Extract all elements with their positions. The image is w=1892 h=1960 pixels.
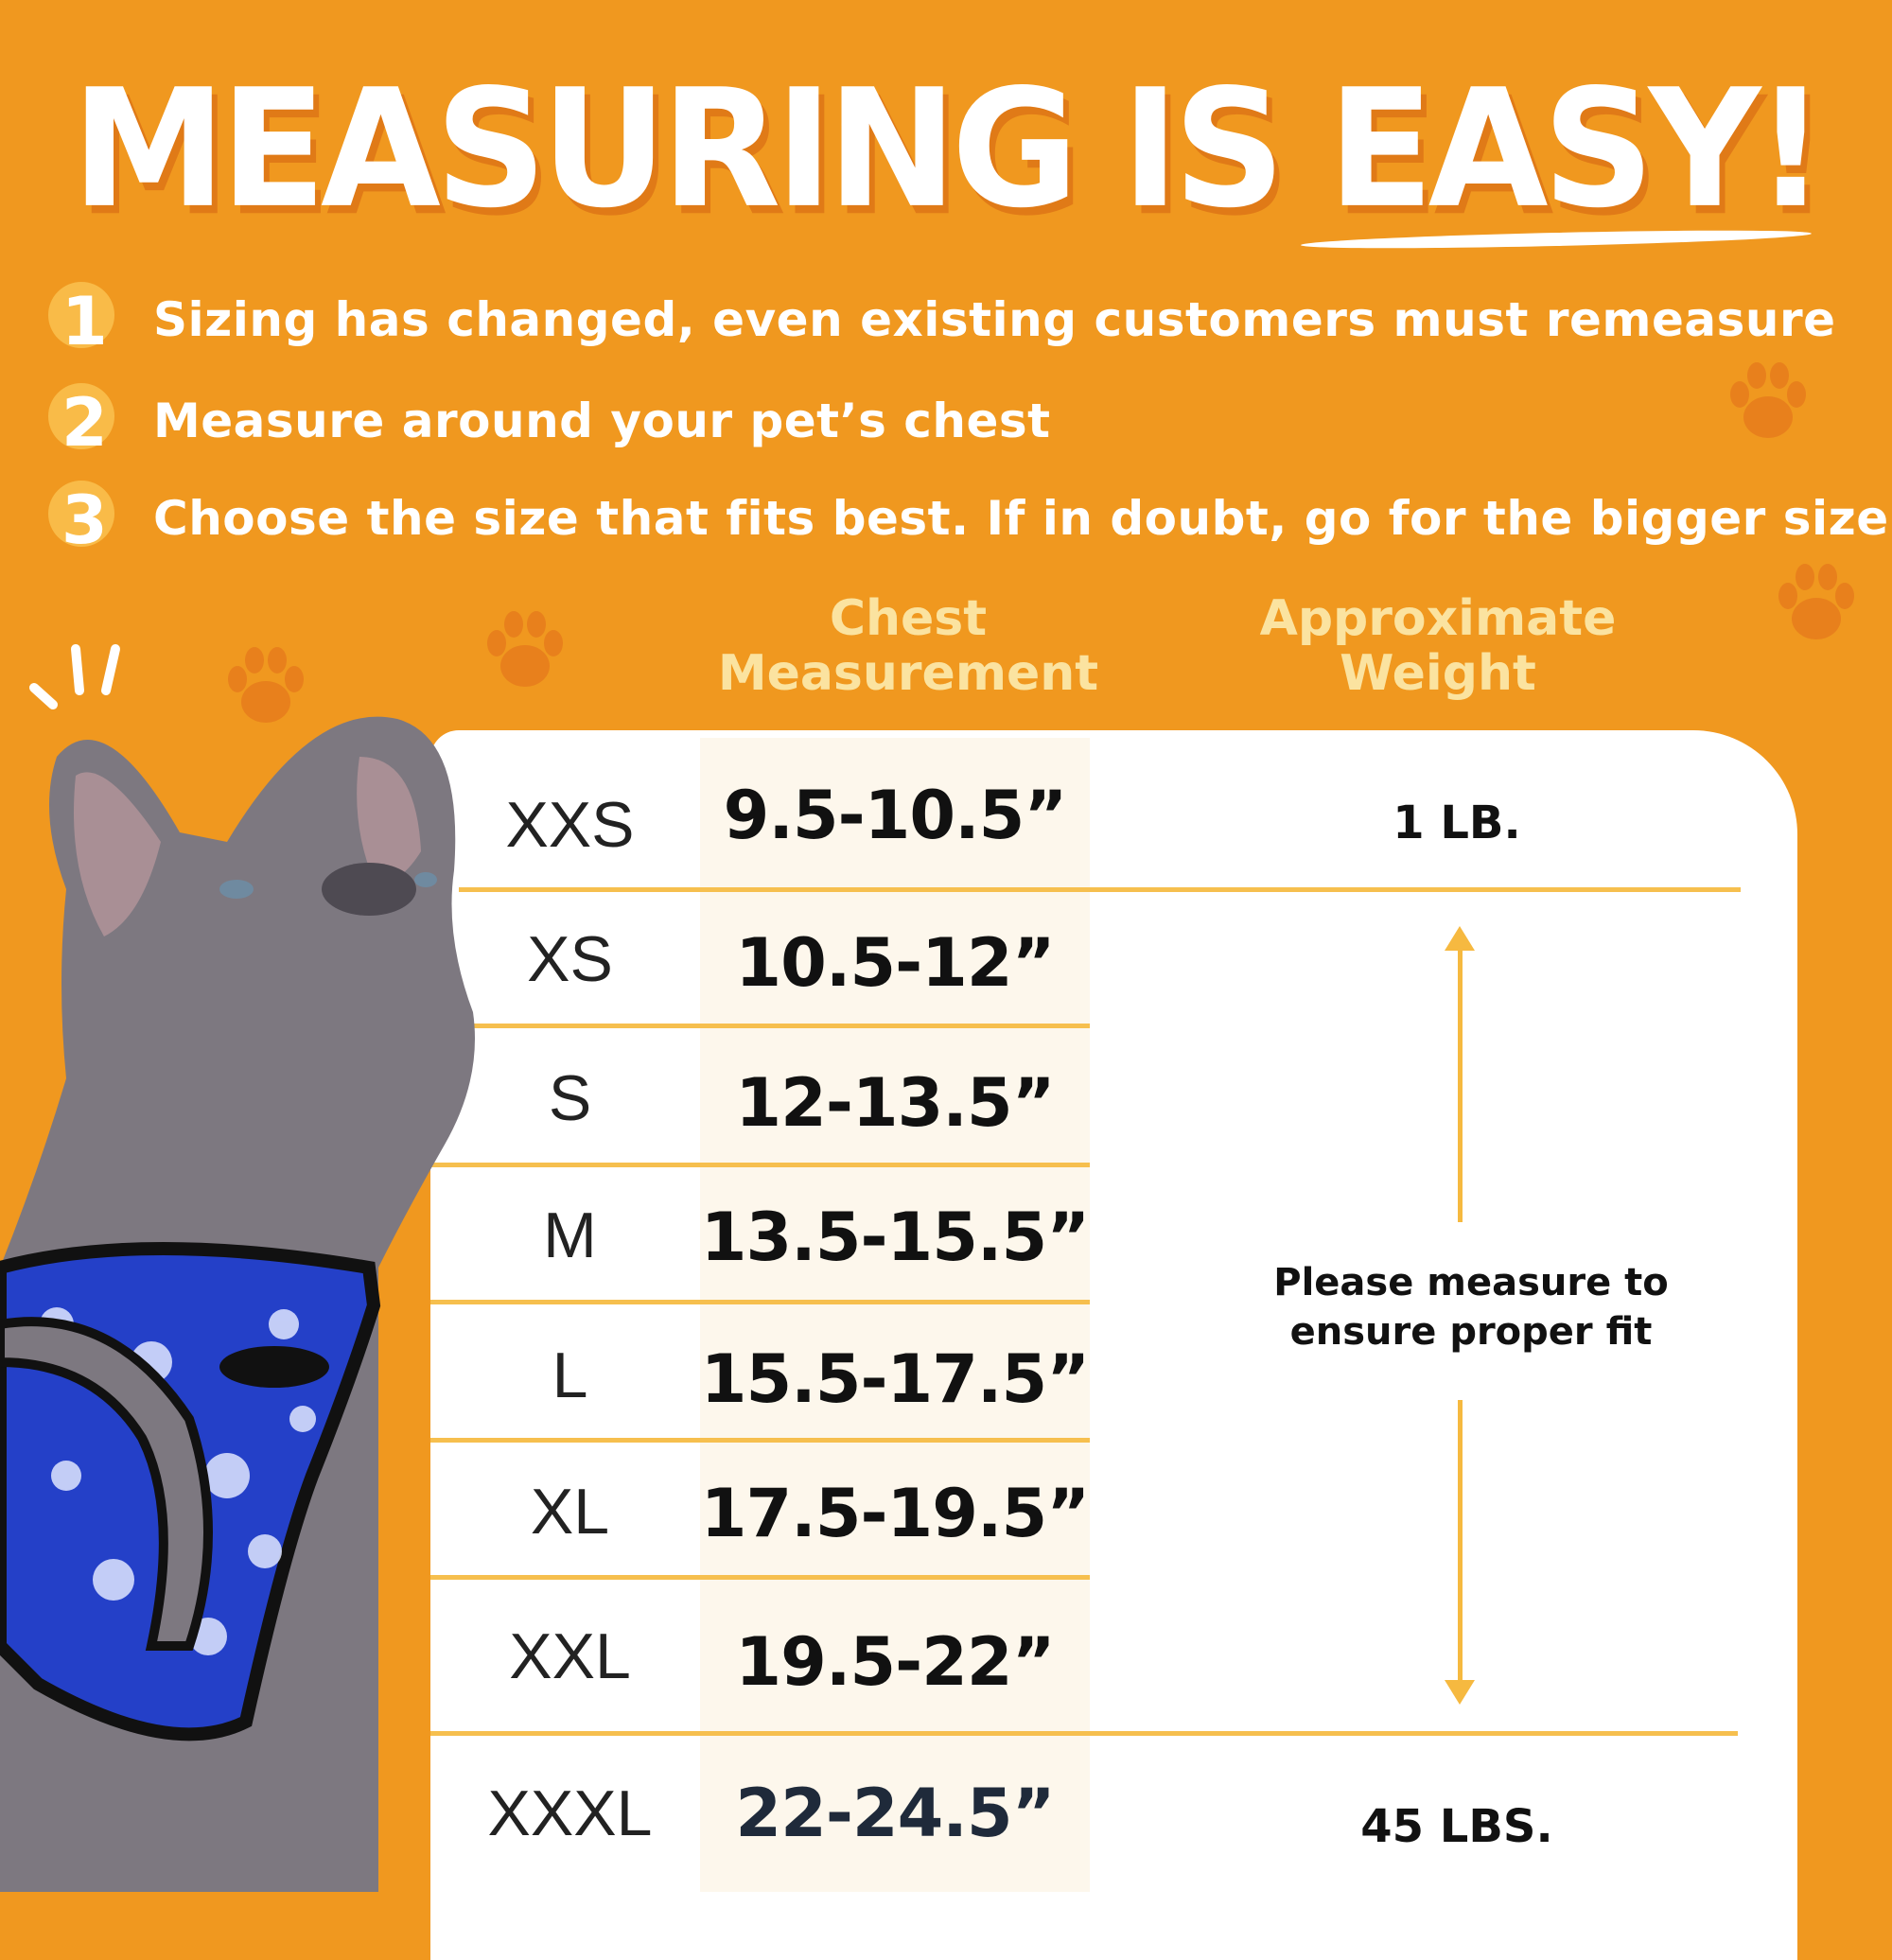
step-text: Measure around your pet’s chest <box>153 394 1051 448</box>
chest-value: 15.5-17.5” <box>700 1340 1090 1418</box>
paw-decorations <box>29 362 1854 723</box>
step-number-badge: 3 <box>48 481 118 558</box>
dog-photo <box>0 716 475 1892</box>
chest-value: 22-24.5” <box>735 1775 1055 1852</box>
chest-value: 19.5-22” <box>735 1623 1055 1701</box>
step-3: 3 Choose the size that fits best. If in … <box>48 481 1892 558</box>
size-table <box>430 730 1797 1960</box>
row-divider <box>430 1438 1090 1443</box>
step-1: 1 Sizing has changed, even existing cust… <box>48 282 1836 359</box>
size-label: XXL <box>509 1620 631 1692</box>
arrow-up-icon <box>1445 926 1475 951</box>
size-label: XL <box>530 1476 610 1548</box>
header-weight: Approximate Weight <box>1259 590 1617 702</box>
step-text: Choose the size that fits best. If in do… <box>153 491 1892 546</box>
chest-value: 17.5-19.5” <box>700 1475 1090 1552</box>
size-label: XXS <box>505 789 635 861</box>
chest-value: 10.5-12” <box>735 924 1055 1002</box>
weight-note: Please measure to ensure proper fit <box>1273 1261 1669 1354</box>
chest-value: 13.5-15.5” <box>700 1199 1090 1276</box>
row-divider <box>459 887 1741 892</box>
size-label: XXXL <box>487 1777 653 1849</box>
paw-icon <box>1730 362 1806 438</box>
step-number-badge: 2 <box>48 383 118 461</box>
header-chest: Chest Measurement <box>717 590 1099 702</box>
step-2: 2 Measure around your pet’s chest <box>48 383 1051 461</box>
row-divider <box>430 1575 1090 1580</box>
chest-value: 12-13.5” <box>735 1064 1055 1142</box>
sparkle-lines-icon <box>29 644 120 709</box>
step-text: Sizing has changed, even existing custom… <box>153 292 1836 347</box>
row-divider <box>430 1731 1738 1736</box>
paw-icon <box>487 611 563 687</box>
step-number-badge: 1 <box>48 282 118 359</box>
paw-icon <box>1778 564 1854 639</box>
size-label: M <box>543 1199 597 1271</box>
arrow-down-icon <box>1445 1680 1475 1705</box>
row-divider <box>430 1300 1090 1304</box>
chest-value: 9.5-10.5” <box>723 777 1068 854</box>
row-divider <box>430 1024 1090 1028</box>
page-title: MEASURING IS EASY! <box>71 54 1827 244</box>
size-label: XS <box>527 923 613 995</box>
arrow-line-down <box>1458 1400 1463 1684</box>
weight-max: 45 LBS. <box>1360 1800 1553 1853</box>
row-divider <box>430 1163 1090 1167</box>
arrow-line-up <box>1458 941 1463 1222</box>
weight-min: 1 LB. <box>1393 796 1521 849</box>
size-label: L <box>552 1339 588 1411</box>
harness-logo-patch <box>219 1346 329 1388</box>
size-label: S <box>548 1062 592 1134</box>
chest-column-shade <box>700 738 1090 1892</box>
